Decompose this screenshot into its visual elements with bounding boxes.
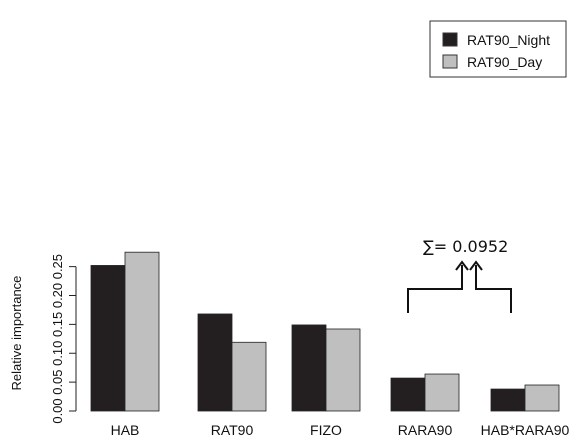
- legend-swatch-night: [442, 32, 458, 47]
- legend-label-night: RAT90_Night: [467, 32, 550, 48]
- legend-label-day: RAT90_Day: [467, 54, 542, 70]
- category-label: HAB: [111, 422, 140, 438]
- y-tick-label: 0.10: [50, 341, 65, 366]
- category-label: FIZO: [310, 422, 342, 438]
- annotation-arrowhead-right: [469, 260, 483, 271]
- y-axis-title: Relative importance: [9, 276, 24, 391]
- annotation-text: ∑= 0.0952: [423, 237, 508, 256]
- category-label: RARA90: [398, 422, 453, 438]
- bar-night: [291, 324, 327, 412]
- legend-swatch-day: [442, 54, 458, 69]
- y-tick-label: 0.00: [50, 398, 65, 423]
- y-tick-label: 0.05: [50, 369, 65, 394]
- y-tick-label: 0.20: [50, 283, 65, 308]
- bar-night: [490, 388, 526, 412]
- y-ticks: 0.00 0.05 0.10 0.15 0.20 0.25: [50, 254, 76, 424]
- bar-day: [325, 328, 361, 412]
- sum-annotation: ∑= 0.0952: [407, 237, 512, 313]
- bar-night: [90, 265, 126, 412]
- annotation-bracket-left: [407, 265, 463, 313]
- bar-day: [424, 373, 460, 412]
- y-tick-label: 0.15: [50, 312, 65, 337]
- annotation-arrowhead-left: [455, 260, 469, 271]
- bar-day: [124, 251, 160, 412]
- bar-night: [197, 313, 233, 412]
- bar-night: [390, 377, 426, 412]
- bars: [90, 251, 560, 412]
- category-label: HAB*RARA90: [481, 422, 570, 438]
- y-tick-label: 0.25: [50, 254, 65, 279]
- legend: RAT90_Night RAT90_Day: [429, 20, 567, 78]
- bar-day: [524, 384, 560, 412]
- category-labels: HAB RAT90 FIZO RARA90 HAB*RARA90: [111, 422, 570, 438]
- annotation-bracket-right: [475, 265, 512, 313]
- category-label: RAT90: [211, 422, 254, 438]
- bar-day: [231, 341, 267, 412]
